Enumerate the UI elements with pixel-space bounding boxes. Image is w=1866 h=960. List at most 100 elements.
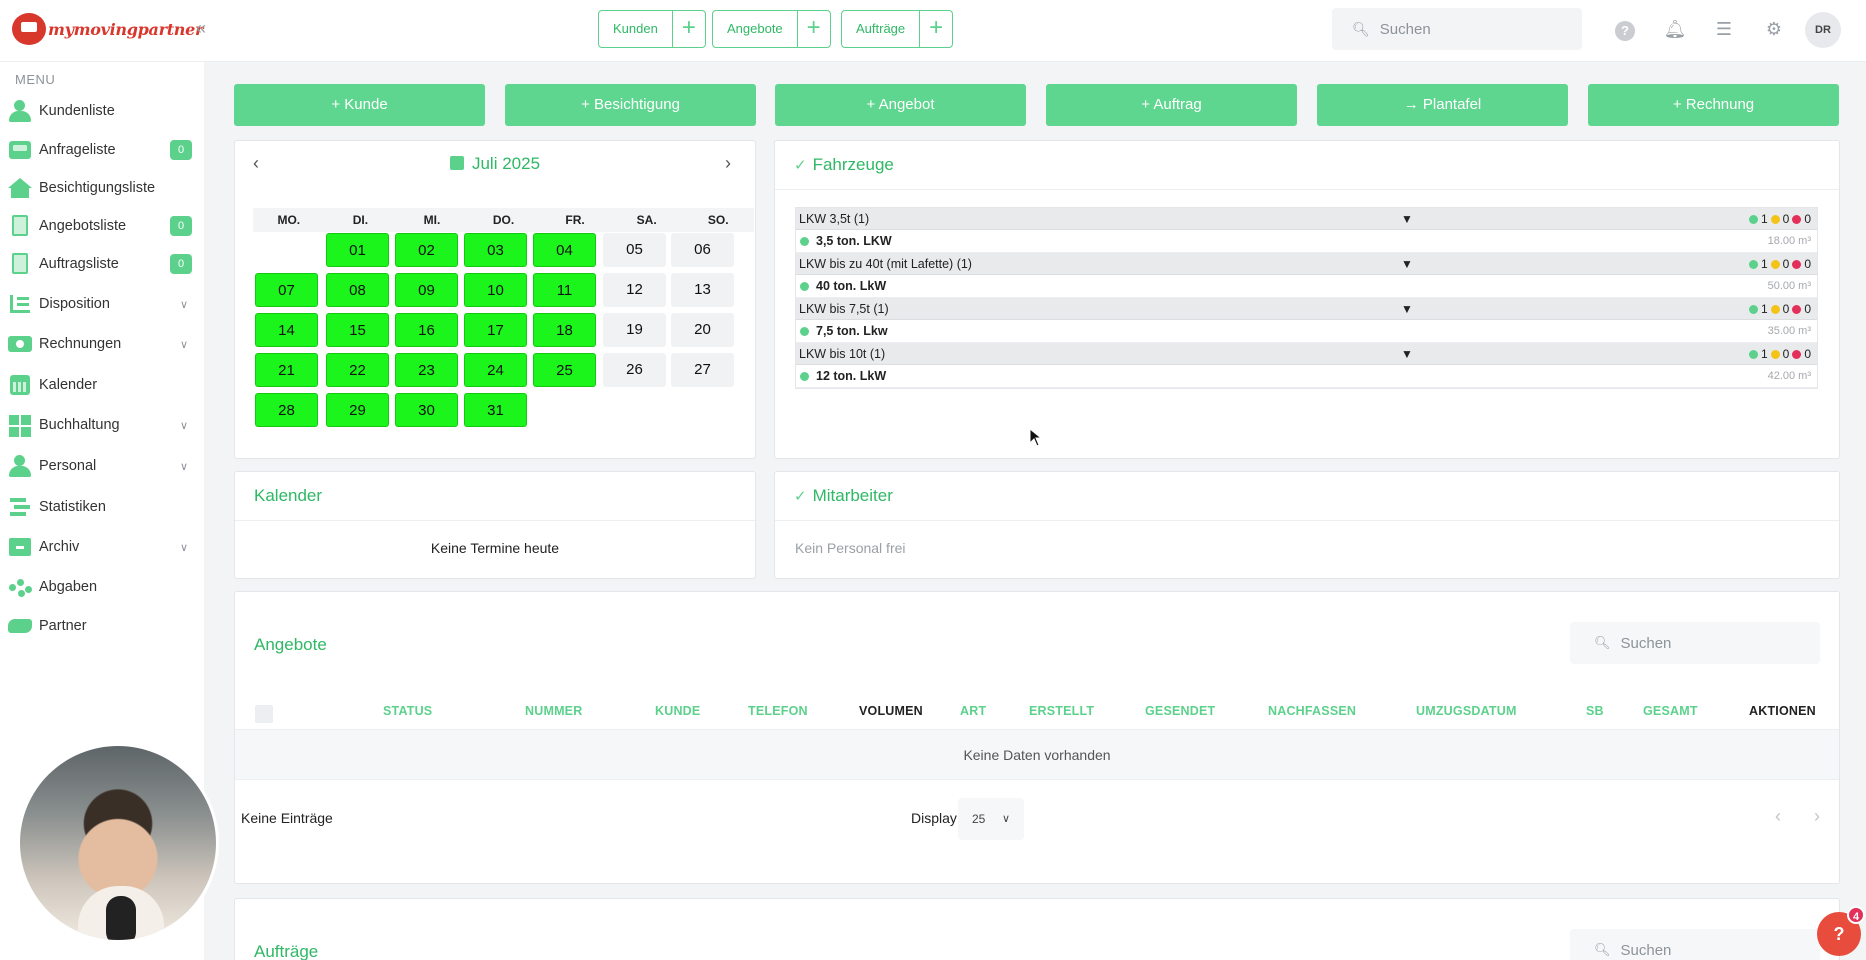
global-search-input[interactable]: 🔍︎ Suchen: [1332, 8, 1582, 50]
quick-add-angebote-icon[interactable]: +: [806, 14, 821, 41]
help-chat-button[interactable]: ? 4: [1817, 906, 1865, 956]
sidebar-item-kundenliste[interactable]: Kundenliste: [0, 93, 204, 129]
calendar-day[interactable]: 18: [533, 313, 596, 347]
expand-triangle-icon[interactable]: ▼: [1401, 212, 1413, 226]
sidebar-item-angebotsliste[interactable]: Angebotsliste 0: [0, 208, 204, 244]
calendar-day[interactable]: 17: [464, 313, 527, 347]
col-gesamt[interactable]: GESAMT: [1643, 704, 1698, 718]
sidebar-item-anfrageliste[interactable]: Anfrageliste 0: [0, 132, 204, 168]
sidebar-item-disposition[interactable]: Disposition ∨: [0, 286, 204, 322]
brand-logo[interactable]: mymovingpartner: [12, 13, 203, 45]
calendar-day[interactable]: 22: [326, 353, 389, 387]
calendar-day[interactable]: 12: [603, 273, 666, 307]
add-rechnung-button[interactable]: + Rechnung: [1588, 84, 1839, 126]
col-nummer[interactable]: NUMMER: [525, 704, 583, 718]
vehicle-row[interactable]: 40 ton. LkW 50.00 m³: [796, 275, 1817, 298]
col-status[interactable]: STATUS: [383, 704, 433, 718]
calendar-day[interactable]: 13: [671, 273, 734, 307]
sidebar-item-personal[interactable]: Personal ∨: [0, 448, 204, 484]
calendar-day[interactable]: 28: [255, 393, 318, 427]
col-erstellt[interactable]: ERSTELLT: [1029, 704, 1095, 718]
quick-add-auftraege-icon[interactable]: +: [929, 14, 944, 41]
vehicle-group-row[interactable]: LKW bis 7,5t (1) ▼ 1 0 0: [796, 298, 1817, 320]
calendar-day[interactable]: 06: [671, 233, 734, 267]
select-all-checkbox[interactable]: [255, 705, 273, 723]
calendar-day[interactable]: 26: [603, 353, 666, 387]
sidebar-item-kalender[interactable]: Kalender: [0, 367, 204, 403]
sidebar-item-besichtigungsliste[interactable]: Besichtigungsliste: [0, 170, 204, 206]
sidebar-item-statistiken[interactable]: Statistiken: [0, 489, 204, 525]
calendar-day[interactable]: 24: [464, 353, 527, 387]
vehicle-row[interactable]: 7,5 ton. Lkw 35.00 m³: [796, 320, 1817, 343]
bell-icon[interactable]: 🔔︎: [1663, 19, 1687, 39]
quick-add-kunden-icon[interactable]: +: [681, 14, 696, 41]
gear-icon[interactable]: ⚙: [1765, 19, 1783, 39]
tasks-icon[interactable]: ☰: [1715, 19, 1733, 39]
calendar-day[interactable]: 01: [326, 233, 389, 267]
prev-month-icon[interactable]: ‹: [253, 153, 259, 173]
calendar-day[interactable]: 23: [395, 353, 458, 387]
col-nachfassen[interactable]: NACHFASSEN: [1268, 704, 1357, 718]
orders-search-input[interactable]: 🔍︎ Suchen: [1570, 929, 1820, 960]
reserved-count: 0: [1782, 212, 1790, 226]
col-art[interactable]: ART: [960, 704, 987, 718]
calendar-day[interactable]: 08: [326, 273, 389, 307]
calendar-day[interactable]: 29: [326, 393, 389, 427]
calendar-day[interactable]: 05: [603, 233, 666, 267]
add-angebot-button[interactable]: + Angebot: [775, 84, 1026, 126]
sidebar-item-archiv[interactable]: Archiv ∨: [0, 529, 204, 565]
col-telefon[interactable]: TELEFON: [748, 704, 808, 718]
status-dot-icon: [800, 372, 809, 381]
col-sb[interactable]: SB: [1586, 704, 1604, 718]
sidebar-item-auftragsliste[interactable]: Auftragsliste 0: [0, 246, 204, 282]
quick-kunden-link[interactable]: Kunden: [599, 11, 673, 47]
calendar-day[interactable]: 27: [671, 353, 734, 387]
next-month-icon[interactable]: ›: [725, 153, 731, 173]
calendar-day[interactable]: 03: [464, 233, 527, 267]
calendar-day[interactable]: 07: [255, 273, 318, 307]
calendar-day[interactable]: 02: [395, 233, 458, 267]
calendar-day[interactable]: 10: [464, 273, 527, 307]
col-gesendet[interactable]: GESENDET: [1145, 704, 1216, 718]
calendar-day[interactable]: 09: [395, 273, 458, 307]
calendar-day[interactable]: 14: [255, 313, 318, 347]
col-kunde[interactable]: KUNDE: [655, 704, 701, 718]
prev-page-icon[interactable]: ‹: [1775, 806, 1781, 826]
calendar-day[interactable]: 31: [464, 393, 527, 427]
col-umzugsdatum[interactable]: UMZUGSDATUM: [1416, 704, 1517, 718]
offers-search-input[interactable]: 🔍︎ Suchen: [1570, 622, 1820, 664]
sidebar-item-partner[interactable]: Partner: [0, 608, 204, 644]
calendar-day[interactable]: 19: [603, 313, 666, 347]
sidebar-item-abgaben[interactable]: Abgaben: [0, 569, 204, 605]
quick-auftraege-link[interactable]: Aufträge: [842, 11, 921, 47]
add-besichtigung-button[interactable]: + Besichtigung: [505, 84, 756, 126]
quick-angebote-link[interactable]: Angebote: [713, 11, 798, 47]
open-plantafel-button[interactable]: → Plantafel: [1317, 84, 1568, 126]
vehicle-group-row[interactable]: LKW bis zu 40t (mit Lafette) (1) ▼ 1 0 0: [796, 253, 1817, 275]
calendar-day[interactable]: 20: [671, 313, 734, 347]
help-icon[interactable]: ?: [1613, 17, 1637, 41]
calendar-day[interactable]: 25: [533, 353, 596, 387]
add-auftrag-button[interactable]: + Auftrag: [1046, 84, 1297, 126]
expand-triangle-icon[interactable]: ▼: [1401, 302, 1413, 316]
page-size-select[interactable]: 25 ∨: [958, 798, 1024, 840]
expand-triangle-icon[interactable]: ▼: [1401, 257, 1413, 271]
vehicle-group-row[interactable]: LKW 3,5t (1) ▼ 1 0 0: [796, 208, 1817, 230]
next-page-icon[interactable]: ›: [1814, 806, 1820, 826]
add-kunde-button[interactable]: + Kunde: [234, 84, 485, 126]
vehicle-row[interactable]: 12 ton. LkW 42.00 m³: [796, 365, 1817, 388]
expand-triangle-icon[interactable]: ▼: [1401, 347, 1413, 361]
calendar-day[interactable]: 30: [395, 393, 458, 427]
calendar-day[interactable]: 04: [533, 233, 596, 267]
sidebar-item-rechnungen[interactable]: Rechnungen ∨: [0, 326, 204, 362]
vehicle-row[interactable]: 3,5 ton. LKW 18.00 m³: [796, 230, 1817, 253]
collapse-sidebar-icon[interactable]: «: [196, 18, 207, 38]
user-avatar[interactable]: DR: [1805, 12, 1841, 48]
document-icon: [7, 214, 33, 238]
calendar-day[interactable]: 11: [533, 273, 596, 307]
sidebar-item-buchhaltung[interactable]: Buchhaltung ∨: [0, 407, 204, 443]
calendar-day[interactable]: 15: [326, 313, 389, 347]
calendar-day[interactable]: 16: [395, 313, 458, 347]
vehicle-group-row[interactable]: LKW bis 10t (1) ▼ 1 0 0: [796, 343, 1817, 365]
calendar-day[interactable]: 21: [255, 353, 318, 387]
